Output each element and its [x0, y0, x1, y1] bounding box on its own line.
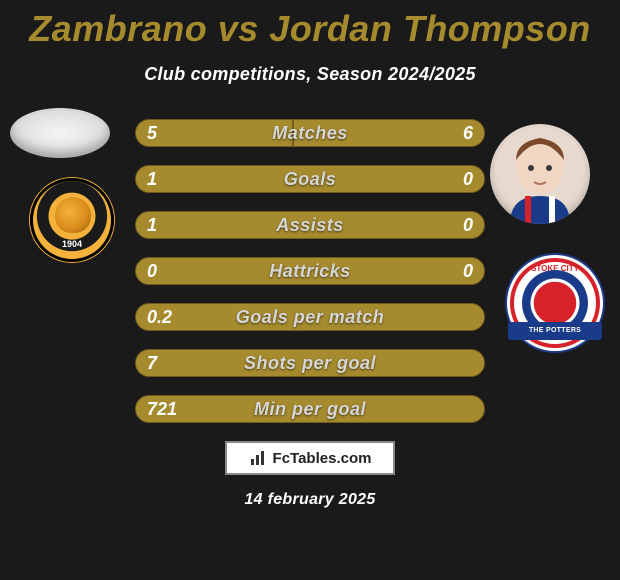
stat-label: Shots per goal: [135, 349, 485, 377]
stat-label: Goals: [135, 165, 485, 193]
footer-date: 14 february 2025: [0, 491, 620, 509]
stat-value-left: 1: [135, 211, 169, 239]
player1-name: Zambrano: [29, 8, 207, 49]
stat-row: Matches5 6: [135, 119, 485, 147]
comparison-title: Zambrano vs Jordan Thompson: [0, 0, 620, 50]
stat-row: Assists1 0: [135, 211, 485, 239]
stat-value-left: 5: [135, 119, 169, 147]
stat-row: Shots per goal7: [135, 349, 485, 377]
site-label: FcTables.com: [273, 450, 372, 467]
vs-label: vs: [218, 8, 259, 49]
stat-value-left: 0.2: [135, 303, 184, 331]
stat-label: Matches: [135, 119, 485, 147]
stat-value-right: 0: [451, 165, 485, 193]
stat-label: Assists: [135, 211, 485, 239]
player2-name: Jordan Thompson: [269, 8, 591, 49]
stat-label: Hattricks: [135, 257, 485, 285]
stat-value-right: 6: [451, 119, 485, 147]
site-badge: FcTables.com: [225, 441, 395, 475]
stat-row: Hattricks0 0: [135, 257, 485, 285]
stat-value-left: 721: [135, 395, 189, 423]
stat-value-left: 7: [135, 349, 169, 377]
stat-row: Min per goal721: [135, 395, 485, 423]
stats-area: Matches56Goals10Assists10Hattricks00Goal…: [0, 119, 620, 423]
stat-value-left: 1: [135, 165, 169, 193]
stat-value-right: 0: [451, 211, 485, 239]
stat-row: Goals per match0.2: [135, 303, 485, 331]
chart-icon: [249, 449, 267, 467]
stat-row: Goals1 0: [135, 165, 485, 193]
subtitle: Club competitions, Season 2024/2025: [0, 64, 620, 85]
stat-value-right: 0: [451, 257, 485, 285]
stat-label: Goals per match: [135, 303, 485, 331]
stat-value-left: 0: [135, 257, 169, 285]
